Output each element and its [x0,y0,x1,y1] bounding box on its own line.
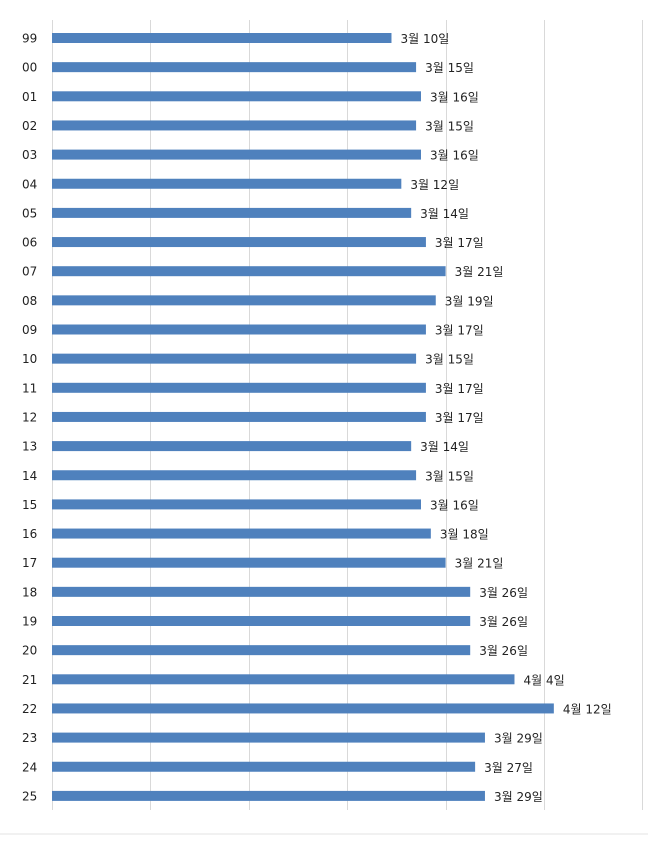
bar [52,616,471,626]
bar [52,62,417,73]
bar [52,295,436,306]
bar [52,645,471,656]
bar-data-label: 3월 26일 [479,644,528,658]
bar [52,470,417,481]
bar [52,703,554,714]
category-tick-label: 07 [22,265,37,279]
bar [52,790,485,801]
bar [52,266,446,277]
category-tick-labels: 99 00 01 02 03 04 05 06 07 08 09 10 11 12 13 14 15 16 17 18… [22,32,37,804]
bar [52,586,471,597]
category-tick-label: 11 [22,381,37,395]
bar-data-label: 3월 15일 [425,61,474,75]
category-tick-label: 06 [22,236,37,250]
bar [52,33,392,43]
bar [52,324,426,335]
bar [52,207,412,218]
bar [52,732,485,743]
bar-data-label: 4월 4일 [523,673,564,687]
bar-data-label: 3월 14일 [420,207,469,221]
category-tick-label: 18 [22,585,37,599]
bar-data-label: 3월 15일 [425,469,474,483]
bar-data-label: 3월 18일 [440,528,489,542]
bar [52,120,417,131]
bar-data-label: 3월 17일 [435,382,484,396]
bar-data-label: 3월 17일 [435,324,484,338]
bar-data-label: 3월 15일 [425,353,474,367]
bar [52,441,412,452]
category-tick-label: 13 [22,440,37,454]
category-tick-label: 24 [22,760,37,774]
bar [52,528,431,539]
category-tick-label: 04 [22,177,37,191]
bar [52,382,426,393]
bar [52,761,476,772]
bar [52,353,417,364]
category-tick-label: 19 [22,615,37,629]
bar [52,237,426,248]
bars [52,33,554,801]
bar [52,557,446,568]
bar-data-label: 3월 16일 [430,149,479,163]
bar-data-label: 3월 16일 [430,90,479,104]
bar-data-label: 3월 29일 [494,790,543,804]
bar [52,499,421,510]
bar [52,91,421,102]
bar-data-label: 3월 27일 [484,761,533,775]
bar-data-label: 3월 17일 [435,236,484,250]
category-tick-label: 16 [22,527,37,541]
bar-data-label: 3월 12일 [410,178,459,192]
category-tick-label: 03 [22,148,37,162]
category-tick-label: 09 [22,323,37,337]
bar-data-label: 3월 21일 [455,557,504,571]
bar-data-label: 3월 16일 [430,498,479,512]
bar-data-label: 3월 19일 [445,294,494,308]
category-tick-label: 02 [22,119,37,133]
bar-data-label: 3월 26일 [479,586,528,600]
category-tick-label: 23 [22,731,37,745]
bar [52,674,515,685]
category-tick-label: 00 [22,61,37,75]
category-tick-label: 22 [22,702,37,716]
category-tick-label: 21 [22,673,37,687]
bar-data-label: 3월 10일 [400,32,449,46]
category-tick-label: 10 [22,352,37,366]
bar-data-label: 3월 15일 [425,119,474,133]
category-tick-label: 08 [22,294,37,308]
bar [52,411,426,422]
category-tick-label: 14 [22,469,37,483]
bar-data-label: 3월 26일 [479,615,528,629]
category-tick-label: 01 [22,90,37,104]
bar [52,178,402,189]
category-tick-label: 15 [22,498,37,512]
bar-data-label: 3월 17일 [435,411,484,425]
category-tick-label: 99 [22,32,37,46]
bar-data-label: 3월 29일 [494,732,543,746]
bar-data-label: 3월 14일 [420,440,469,454]
category-tick-label: 05 [22,206,37,220]
category-tick-label: 12 [22,410,37,424]
bar-data-label: 4월 12일 [563,702,612,716]
data-labels: 3월 10일 3월 15일 3월 16일 3월 15일 3월 16일 3월 12일 3월 1… [400,32,611,804]
bar-data-label: 3월 21일 [455,265,504,279]
category-tick-label: 17 [22,556,37,570]
category-tick-label: 20 [22,644,37,658]
category-tick-label: 25 [22,789,37,803]
bar [52,149,421,160]
